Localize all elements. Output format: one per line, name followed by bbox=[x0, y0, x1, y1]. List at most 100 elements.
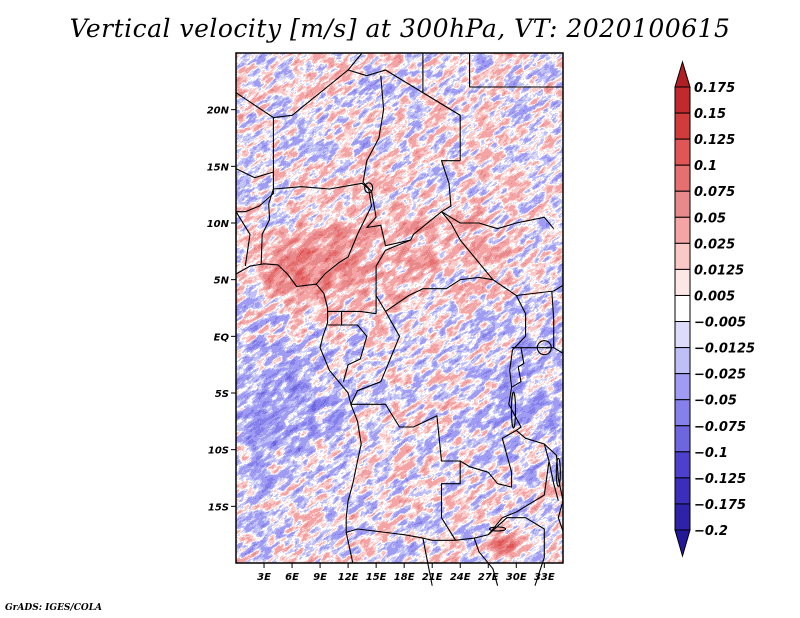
border-line bbox=[350, 311, 401, 405]
border-line bbox=[441, 211, 555, 230]
colorbar-label: −0.05 bbox=[694, 394, 737, 409]
chart-title: Vertical velocity [m/s] at 300hPa, VT: 2… bbox=[69, 14, 731, 43]
colorbar-label: 0.175 bbox=[694, 81, 735, 96]
colorbar-label: −0.1 bbox=[694, 446, 728, 461]
y-axis: 20N 15N 10N 5N EQ 5S 10S 15S bbox=[207, 106, 236, 513]
colorbar-box bbox=[674, 451, 691, 479]
x-tick-label: 3E bbox=[257, 572, 271, 583]
colorbar-box bbox=[674, 190, 691, 218]
colorbar-label: 0.1 bbox=[694, 159, 717, 174]
colorbar-box bbox=[674, 268, 691, 296]
border-line bbox=[235, 211, 251, 267]
colorbar-extend-bottom bbox=[674, 529, 691, 558]
border-line bbox=[469, 53, 563, 88]
border-line bbox=[516, 284, 564, 297]
border-line bbox=[235, 168, 274, 213]
colorbar-label: −0.125 bbox=[694, 472, 746, 487]
x-tick-label: 9E bbox=[313, 572, 327, 583]
x-tick-label: 33E bbox=[534, 572, 555, 583]
colorbar-label: 0.025 bbox=[694, 237, 735, 252]
colorbar-box bbox=[674, 321, 691, 349]
border-line bbox=[346, 528, 456, 541]
x-tick-label: 6E bbox=[285, 572, 299, 583]
y-tick-label: EQ bbox=[214, 332, 230, 343]
border-line bbox=[551, 290, 555, 348]
border-line bbox=[350, 403, 461, 541]
border-line bbox=[441, 211, 494, 281]
lake-outline bbox=[536, 340, 552, 356]
border-line bbox=[508, 295, 527, 431]
country-borders bbox=[235, 52, 564, 586]
colorbar-box bbox=[674, 216, 691, 244]
border-line bbox=[487, 517, 545, 586]
border-line bbox=[455, 429, 550, 541]
y-tick-label: 15N bbox=[207, 162, 230, 173]
lake-outline bbox=[555, 457, 561, 487]
colorbar-box bbox=[674, 503, 691, 531]
border-line bbox=[235, 263, 362, 564]
x-axis: 3E 6E 9E 12E 15E 18E 21E 24E 27E 30E 33E bbox=[257, 563, 555, 583]
border-line bbox=[543, 443, 564, 532]
y-tick-label: 15S bbox=[208, 502, 229, 513]
y-tick-label: 10S bbox=[208, 446, 229, 457]
border-line bbox=[327, 311, 343, 326]
x-tick-label: 30E bbox=[506, 572, 527, 583]
colorbar-box bbox=[674, 399, 691, 427]
border-line bbox=[327, 295, 377, 315]
colorbar-label: 0.075 bbox=[694, 185, 735, 200]
border-line bbox=[375, 239, 411, 267]
colorbar-label: 0.125 bbox=[694, 133, 735, 148]
border-line bbox=[548, 460, 559, 501]
colorbar-box bbox=[674, 138, 691, 166]
border-line bbox=[362, 75, 461, 247]
border-line bbox=[347, 52, 363, 71]
vertical-velocity-field bbox=[236, 53, 563, 563]
colorbar-label: 0.005 bbox=[694, 289, 735, 304]
x-tick-label: 21E bbox=[422, 572, 443, 583]
x-tick-label: 27E bbox=[478, 572, 499, 583]
lake-outline bbox=[364, 182, 374, 194]
grads-credit: GrADS: IGES/COLA bbox=[5, 603, 103, 613]
border-line bbox=[422, 53, 461, 116]
colorbar-label: −0.175 bbox=[694, 498, 746, 513]
colorbar-box bbox=[674, 347, 691, 375]
plot-frame bbox=[235, 52, 564, 564]
border-line bbox=[315, 188, 373, 285]
colorbar-label: 0.05 bbox=[694, 211, 726, 226]
border-line bbox=[375, 266, 517, 312]
colorbar-label: −0.025 bbox=[694, 368, 746, 383]
border-line bbox=[341, 324, 368, 382]
border-line bbox=[473, 537, 499, 586]
border-line bbox=[422, 537, 433, 586]
lake-outline bbox=[489, 526, 507, 532]
y-tick-label: 20N bbox=[207, 106, 230, 117]
colorbar-box bbox=[674, 477, 691, 505]
lake-outline bbox=[510, 391, 517, 429]
x-tick-label: 15E bbox=[366, 572, 387, 583]
y-tick-label: 10N bbox=[207, 219, 230, 230]
colorbar-label: −0.0125 bbox=[694, 342, 755, 357]
colorbar-label: −0.2 bbox=[694, 524, 728, 539]
colorbar-label: 0.0125 bbox=[694, 263, 744, 278]
y-tick-label: 5N bbox=[214, 276, 230, 287]
border-line bbox=[268, 182, 370, 204]
border-line bbox=[366, 69, 461, 161]
colorbar-box bbox=[674, 425, 691, 453]
x-tick-label: 24E bbox=[450, 572, 471, 583]
colorbar-extend-top bbox=[674, 60, 691, 88]
colorbar-box bbox=[674, 373, 691, 401]
colorbar-box bbox=[674, 242, 691, 270]
x-tick-label: 12E bbox=[338, 572, 359, 583]
colorbar-box bbox=[674, 86, 691, 114]
y-tick-label: 5S bbox=[215, 389, 229, 400]
border-line bbox=[235, 69, 367, 119]
colorbar-box bbox=[674, 294, 691, 323]
colorbar-label: 0.15 bbox=[694, 107, 726, 122]
colorbar-label: −0.005 bbox=[694, 316, 746, 331]
border-line bbox=[260, 203, 271, 264]
border-line bbox=[511, 347, 525, 388]
colorbar-box bbox=[674, 164, 691, 192]
colorbar-label: −0.075 bbox=[694, 420, 746, 435]
